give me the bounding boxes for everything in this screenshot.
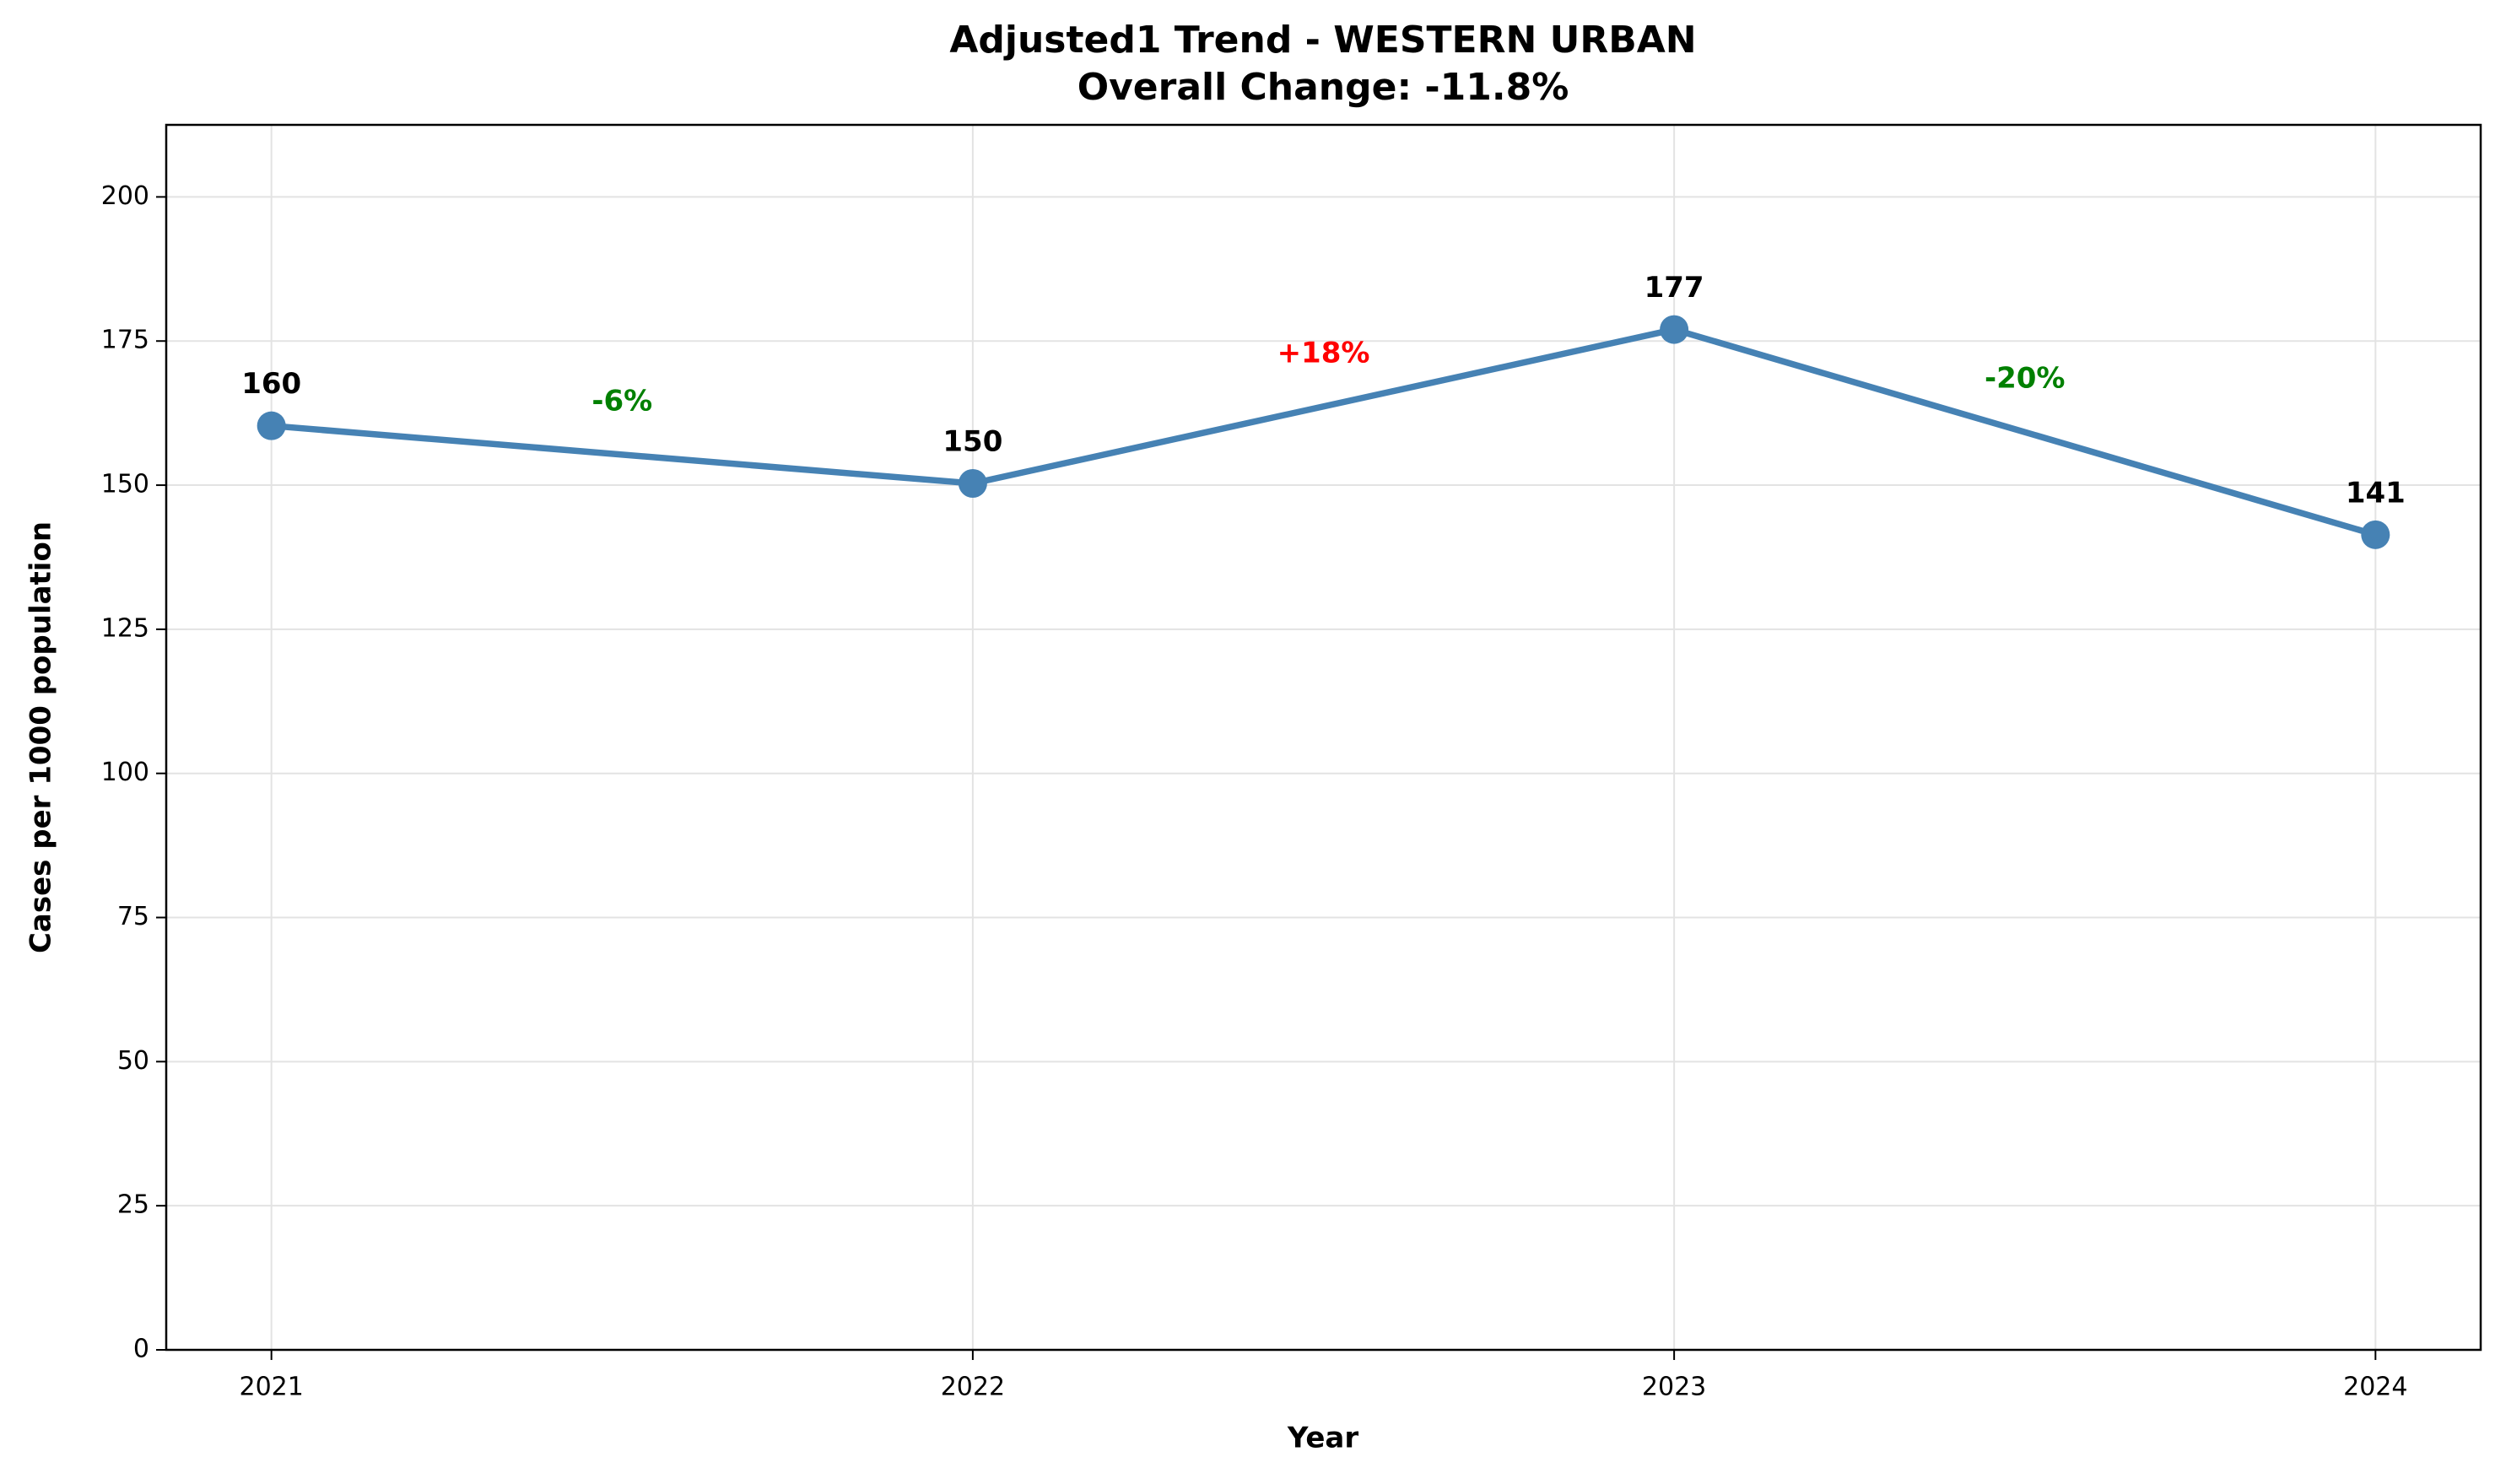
y-tick-label: 25	[117, 1190, 149, 1220]
marker	[2361, 520, 2390, 549]
marker	[257, 411, 286, 440]
x-tick-label: 2021	[240, 1373, 304, 1402]
plot-frame	[165, 123, 2482, 1352]
marker	[958, 469, 987, 499]
y-tick-label: 100	[101, 758, 149, 787]
x-tick-label: 2023	[1642, 1373, 1706, 1402]
chart-subtitle: Overall Change: -11.8%	[1077, 66, 1569, 109]
line	[271, 326, 2377, 538]
data-label: 141	[2346, 476, 2406, 510]
data-label: 177	[1645, 271, 1704, 305]
x-tick-label: 2024	[2343, 1373, 2407, 1402]
y-tick-label: 0	[133, 1335, 149, 1364]
chart-title: Adjusted1 Trend - WESTERN URBAN	[949, 19, 1696, 62]
x-axis-label: Year	[1287, 1422, 1359, 1455]
y-tick-label: 175	[101, 326, 149, 355]
data-label: 150	[942, 425, 1002, 459]
y-axis-label: Cases per 1000 population	[24, 521, 58, 953]
y-tick-label: 150	[101, 470, 149, 499]
data-label: 160	[241, 367, 301, 401]
x-tick-label: 2022	[941, 1373, 1005, 1402]
y-tick-label: 75	[117, 902, 149, 931]
y-tick-label: 125	[101, 613, 149, 643]
y-tick-label: 50	[117, 1046, 149, 1076]
change-label: -20%	[1985, 362, 2066, 396]
marker	[1660, 315, 1689, 344]
y-tick-label: 200	[101, 181, 149, 211]
change-label: +18%	[1277, 336, 1370, 370]
change-label: -6%	[591, 384, 652, 418]
